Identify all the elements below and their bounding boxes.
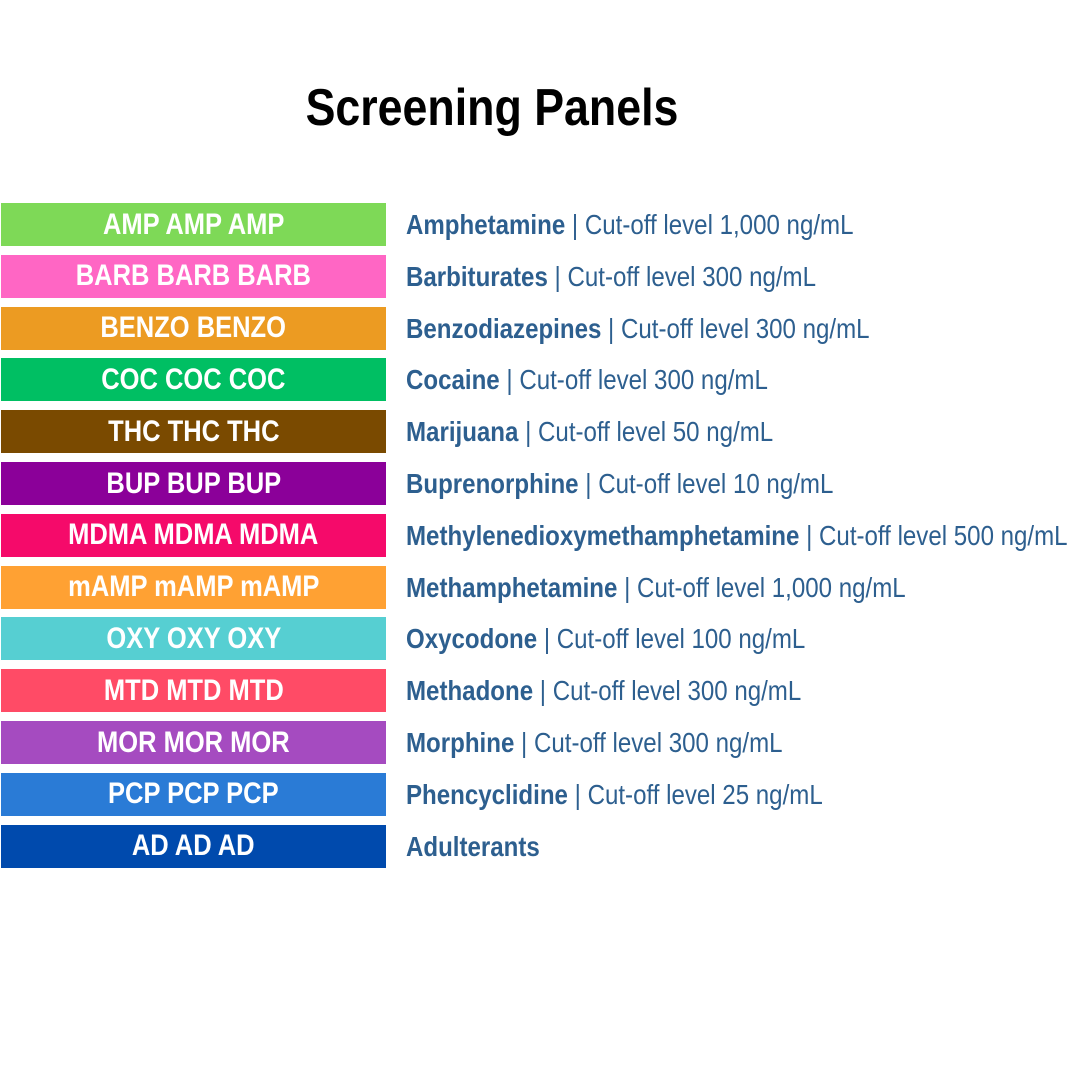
- badge-text: THC THC THC: [107, 414, 280, 448]
- panel-info: Amphetamine | Cut-off level 1,000 ng/mL: [406, 203, 853, 246]
- badge-text: AMP AMP AMP: [102, 207, 285, 241]
- badge-text: PCP PCP PCP: [108, 777, 279, 811]
- panel-info: Buprenorphine | Cut-off level 10 ng/mL: [406, 462, 833, 505]
- badge-text: BUP BUP BUP: [106, 466, 281, 500]
- panel-info: Phencyclidine | Cut-off level 25 ng/mL: [406, 773, 823, 816]
- panel-badge: AD AD AD: [1, 824, 386, 868]
- cutoff-detail: | Cut-off level 100 ng/mL: [543, 623, 806, 655]
- cutoff-detail: | Cut-off level 300 ng/mL: [608, 312, 870, 344]
- panel-info: Benzodiazepines | Cut-off level 300 ng/m…: [406, 307, 870, 350]
- badge-text: COC COC COC: [101, 362, 286, 396]
- badge-text: MDMA MDMA MDMA: [68, 518, 319, 552]
- cutoff-detail: | Cut-off level 300 ng/mL: [539, 675, 802, 707]
- title: Screening Panels: [305, 79, 679, 137]
- panel-info: Marijuana | Cut-off level 50 ng/mL: [406, 410, 773, 453]
- panel-info: Morphine | Cut-off level 300 ng/mL: [406, 721, 783, 764]
- panel-info: Cocaine | Cut-off level 300 ng/mL: [406, 358, 768, 401]
- drug-name: Benzodiazepines: [406, 312, 602, 344]
- cutoff-detail: | Cut-off level 25 ng/mL: [574, 778, 823, 810]
- drug-name: Methamphetamine: [406, 571, 618, 603]
- drug-name: Amphetamine: [406, 209, 566, 240]
- panel-badge: MOR MOR MOR: [1, 721, 386, 764]
- drug-name: Buprenorphine: [406, 468, 579, 499]
- cutoff-detail: | Cut-off level 500 ng/mL: [806, 519, 1068, 551]
- panel-info: Oxycodone | Cut-off level 100 ng/mL: [406, 617, 805, 660]
- panel-badge: BARB BARB BARB: [1, 254, 386, 298]
- drug-name: Methadone: [406, 675, 534, 707]
- panel-info: Adulterants: [406, 825, 540, 868]
- drug-name: Barbiturates: [406, 260, 548, 292]
- badge-text: OXY OXY OXY: [106, 621, 281, 655]
- drug-name: Adulterants: [406, 830, 540, 862]
- cutoff-detail: | Cut-off level 300 ng/mL: [521, 727, 783, 758]
- panel-badge: OXY OXY OXY: [1, 617, 386, 661]
- badge-text: MTD MTD MTD: [103, 673, 284, 707]
- panel-badge: MDMA MDMA MDMA: [1, 513, 386, 557]
- cutoff-detail: | Cut-off level 1,000 ng/mL: [624, 571, 906, 603]
- panel-info: Barbiturates | Cut-off level 300 ng/mL: [406, 255, 816, 298]
- cutoff-detail: | Cut-off level 300 ng/mL: [506, 364, 768, 396]
- panel-badge: THC THC THC: [1, 410, 386, 454]
- panel-badge: BUP BUP BUP: [1, 462, 386, 505]
- drug-name: Morphine: [406, 727, 515, 758]
- badge-text: mAMP mAMP mAMP: [67, 570, 320, 604]
- badge-text: MOR MOR MOR: [97, 725, 290, 759]
- badge-text: AD AD AD: [132, 829, 255, 863]
- drug-name: Marijuana: [406, 416, 519, 448]
- panel-badge: AMP AMP AMP: [1, 203, 386, 246]
- cutoff-detail: | Cut-off level 1,000 ng/mL: [571, 209, 854, 240]
- panel-badge: COC COC COC: [1, 358, 386, 402]
- cutoff-detail: | Cut-off level 10 ng/mL: [585, 468, 834, 499]
- badge-text: BARB BARB BARB: [75, 259, 312, 293]
- cutoff-detail: | Cut-off level 50 ng/mL: [525, 416, 774, 448]
- panel-badge: MTD MTD MTD: [1, 669, 386, 713]
- drug-name: Oxycodone: [406, 623, 538, 655]
- panel-badge: BENZO BENZO: [1, 306, 386, 350]
- drug-name: Phencyclidine: [406, 778, 568, 810]
- drug-name: Cocaine: [406, 364, 500, 396]
- panel-info: Methamphetamine | Cut-off level 1,000 ng…: [406, 566, 906, 609]
- panel-info: Methadone | Cut-off level 300 ng/mL: [406, 669, 801, 712]
- badge-text: BENZO BENZO: [100, 311, 287, 345]
- panel-badge: PCP PCP PCP: [1, 772, 386, 816]
- cutoff-detail: | Cut-off level 300 ng/mL: [554, 260, 817, 292]
- panel-badge: mAMP mAMP mAMP: [1, 565, 386, 609]
- panel-info: Methylenedioxymethamphetamine | Cut-off …: [406, 514, 1068, 557]
- drug-name: Methylenedioxymethamphetamine: [406, 519, 800, 551]
